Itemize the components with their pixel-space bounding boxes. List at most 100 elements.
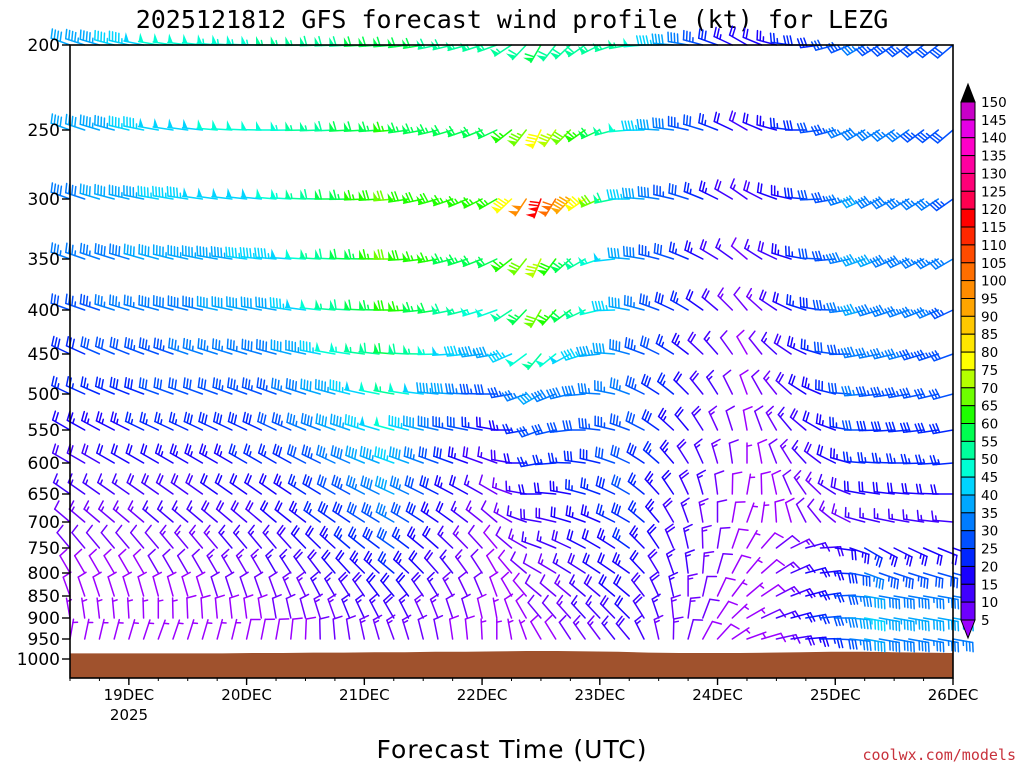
colorbar-swatch — [960, 601, 976, 621]
wind-barb — [345, 615, 356, 640]
x-tick-label: 24DEC — [692, 686, 743, 704]
wind-barb — [488, 420, 513, 431]
wind-barb — [922, 572, 944, 589]
wind-barb — [608, 296, 630, 311]
wind-barb — [123, 294, 145, 311]
wind-barb — [510, 551, 527, 574]
wind-barb — [629, 525, 645, 549]
wind-barb — [708, 405, 719, 431]
wind-barb — [595, 475, 616, 495]
wind-barb — [887, 508, 910, 523]
wind-barb — [641, 373, 660, 395]
wind-barb — [245, 500, 263, 523]
wind-barb — [229, 473, 248, 495]
wind-barb — [138, 377, 160, 395]
wind-barb — [182, 377, 204, 395]
wind-barb — [606, 189, 630, 200]
wind-barb — [373, 381, 395, 395]
wind-barb — [71, 524, 86, 549]
wind-barb — [869, 254, 895, 268]
wind-barb — [156, 500, 174, 523]
wind-barb — [644, 470, 660, 495]
wind-barb — [142, 619, 155, 640]
x-tick-label: 25DEC — [810, 686, 861, 704]
wind-barb — [96, 443, 115, 464]
wind-barb — [849, 547, 870, 565]
wind-barb — [496, 618, 503, 640]
wind-barb — [937, 595, 960, 610]
wind-barb — [491, 477, 513, 495]
wind-barb — [742, 112, 763, 131]
wind-barb — [200, 473, 218, 495]
wind-barb — [756, 114, 778, 131]
wind-barb — [523, 44, 542, 64]
wind-barb — [162, 548, 174, 574]
colorbar-swatch — [960, 405, 976, 425]
wind-barb — [609, 413, 630, 431]
wind-barb — [827, 382, 851, 395]
wind-barb — [284, 248, 307, 260]
wind-barb — [258, 473, 277, 495]
colorbar-label: 50 — [981, 452, 998, 468]
wind-barb — [611, 502, 630, 523]
y-tick-label: 250 — [28, 121, 60, 141]
wind-barb — [50, 28, 71, 46]
wind-barb — [631, 572, 645, 597]
wind-barb — [302, 474, 321, 495]
wind-barb — [349, 550, 366, 574]
wind-barb — [908, 638, 930, 653]
wind-barb — [268, 571, 278, 597]
wind-barb — [783, 187, 807, 200]
wind-barb — [287, 473, 307, 495]
wind-barb — [439, 549, 454, 574]
wind-barb — [218, 524, 233, 549]
wind-barb — [373, 190, 395, 202]
wind-barb — [554, 574, 572, 597]
wind-barb — [854, 254, 881, 268]
colorbar-label: 85 — [981, 327, 998, 343]
wind-barb — [536, 129, 557, 148]
colorbar-swatch — [960, 280, 976, 300]
wind-barb — [79, 242, 101, 260]
wind-barb — [206, 548, 218, 574]
wind-barb — [167, 295, 189, 311]
wind-barb — [525, 198, 542, 219]
x-tick-label: 19DEC — [104, 686, 155, 704]
colorbar-swatch — [960, 440, 976, 460]
wind-barb — [878, 638, 901, 653]
wind-barb — [760, 584, 786, 597]
wind-barb — [549, 480, 572, 495]
wind-barb — [434, 475, 454, 495]
wind-barb — [653, 242, 675, 260]
wind-barb — [401, 614, 412, 640]
wind-barb — [647, 548, 660, 574]
wind-barb — [411, 572, 424, 597]
wind-barb — [241, 377, 263, 395]
wind-barb — [452, 525, 469, 549]
wind-barb — [537, 553, 557, 574]
wind-barb — [435, 501, 454, 523]
wind-barb — [530, 614, 542, 640]
wind-barb — [878, 595, 901, 610]
wind-barb — [335, 549, 351, 574]
wind-barb — [474, 308, 498, 318]
wind-barb — [639, 293, 660, 311]
wind-barb — [594, 415, 616, 431]
wind-barb — [788, 373, 807, 395]
wind-barb — [274, 500, 292, 523]
wind-barb — [449, 474, 469, 495]
wind-barb — [486, 349, 513, 363]
wind-barb — [167, 244, 189, 260]
colorbar-label: 150 — [981, 95, 1007, 111]
wind-barb — [863, 638, 886, 653]
colorbar-label: 25 — [981, 542, 998, 558]
wind-barb — [655, 333, 675, 355]
wind-barb — [286, 412, 307, 431]
wind-barb — [445, 254, 469, 266]
wind-barb — [786, 335, 807, 355]
colorbar-swatch — [960, 172, 976, 192]
wind-barb — [314, 341, 336, 355]
y-tick-label: 850 — [28, 587, 60, 607]
wind-barb — [623, 294, 645, 311]
wind-barb — [541, 594, 557, 619]
